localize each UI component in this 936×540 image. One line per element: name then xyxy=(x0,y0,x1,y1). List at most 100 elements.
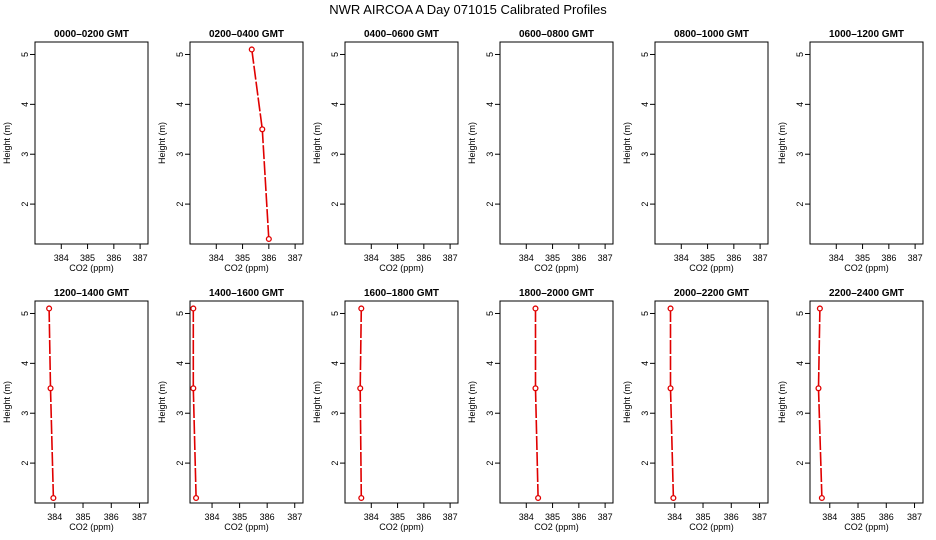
x-tick-label: 384 xyxy=(47,512,62,522)
y-tick-label: 5 xyxy=(485,311,495,316)
data-point xyxy=(358,305,365,312)
x-tick-label: 384 xyxy=(674,253,689,263)
panel-6: 1000–1200 GMT 384 385 386 387 2 3 4 5 CO2 (ppm) He… xyxy=(777,29,924,273)
series-line xyxy=(817,308,823,499)
x-tick-label: 384 xyxy=(364,253,379,263)
panel-10: 1800–2000 GMT 384 385 386 387 2 3 4 5 CO2 (ppm) He… xyxy=(467,288,614,532)
x-tick-label: 386 xyxy=(881,253,896,263)
data-point xyxy=(816,47,821,52)
y-tick-label: 5 xyxy=(20,311,30,316)
x-tick-label: 385 xyxy=(545,512,560,522)
data-point xyxy=(670,494,677,502)
x-tick-label: 384 xyxy=(205,512,220,522)
data-point xyxy=(248,46,255,53)
data-point xyxy=(816,127,821,132)
y-tick-label: 4 xyxy=(20,102,30,107)
x-tick-label: 384 xyxy=(209,253,224,263)
series-line xyxy=(534,308,539,499)
y-tick-label: 2 xyxy=(485,461,495,466)
panel-title: 0800–1000 GMT xyxy=(674,29,749,40)
y-tick-label: 3 xyxy=(485,411,495,416)
data-point xyxy=(532,385,539,392)
x-axis-label: CO2 (ppm) xyxy=(689,522,734,532)
x-axis-label: CO2 (ppm) xyxy=(69,522,114,532)
plot-frame xyxy=(34,300,149,504)
data-point xyxy=(265,235,272,243)
series-line xyxy=(359,308,363,499)
panel-7: 1200–1400 GMT 384 385 386 387 2 3 4 5 CO2 (ppm) He… xyxy=(2,288,149,532)
x-axis-label: CO2 (ppm) xyxy=(224,522,269,532)
y-tick-label: 4 xyxy=(485,102,495,107)
data-point xyxy=(47,385,54,392)
series-line xyxy=(818,50,822,240)
y-tick-label: 3 xyxy=(640,411,650,416)
x-axis-label: CO2 (ppm) xyxy=(844,263,889,273)
x-tick-label: 384 xyxy=(519,512,534,522)
data-layer xyxy=(646,47,659,241)
x-tick-label: 385 xyxy=(855,253,870,263)
x-tick-label: 386 xyxy=(416,512,431,522)
panel-12: 2200–2400 GMT 384 385 386 387 2 3 4 5 CO2 (ppm) He… xyxy=(777,288,924,532)
plot-frame xyxy=(344,300,459,504)
x-tick-label: 386 xyxy=(571,512,586,522)
panel-1: 0000–0200 GMT 384 385 386 387 2 3 4 5 CO2 (ppm) He… xyxy=(2,29,408,273)
x-tick-label: 384 xyxy=(829,253,844,263)
x-tick-label: 386 xyxy=(724,512,739,522)
data-point xyxy=(647,127,652,132)
y-axis-label: Height (m) xyxy=(622,381,632,423)
plot-frame xyxy=(189,41,304,245)
panel-8: 1400–1600 GMT 384 385 386 387 2 3 4 5 CO2 (ppm) He… xyxy=(157,288,304,532)
x-tick-label: 386 xyxy=(104,512,119,522)
y-tick-label: 3 xyxy=(330,152,340,157)
data-point xyxy=(820,237,825,242)
series-line xyxy=(48,308,55,499)
data-point xyxy=(818,494,825,502)
data-point xyxy=(815,385,822,392)
x-tick-label: 384 xyxy=(364,512,379,522)
x-axis-label: CO2 (ppm) xyxy=(224,263,269,273)
data-point xyxy=(403,237,408,242)
plot-frame xyxy=(499,41,614,245)
y-tick-label: 5 xyxy=(795,52,805,57)
data-layer xyxy=(248,46,272,243)
x-tick-label: 384 xyxy=(519,253,534,263)
panel-title: 1800–2000 GMT xyxy=(519,288,594,299)
y-tick-label: 3 xyxy=(20,152,30,157)
panel-title: 0200–0400 GMT xyxy=(209,29,284,40)
panel-title: 1000–1200 GMT xyxy=(829,29,904,40)
y-tick-label: 5 xyxy=(330,311,340,316)
y-tick-label: 5 xyxy=(640,52,650,57)
x-tick-label: 387 xyxy=(752,512,767,522)
panel-title: 0400–0600 GMT xyxy=(364,29,439,40)
y-tick-label: 4 xyxy=(175,102,185,107)
data-point xyxy=(385,47,390,52)
x-tick-label: 387 xyxy=(908,253,923,263)
y-tick-label: 2 xyxy=(485,202,495,207)
y-tick-label: 5 xyxy=(175,52,185,57)
panel-4: 0600–0800 GMT 384 385 386 387 2 3 4 5 CO2 (ppm) He… xyxy=(467,29,825,273)
y-axis-label: Height (m) xyxy=(467,122,477,164)
series-line xyxy=(251,49,270,240)
plot-frame xyxy=(809,300,924,504)
y-axis-label: Height (m) xyxy=(157,122,167,164)
x-axis-label: CO2 (ppm) xyxy=(844,522,889,532)
data-point xyxy=(259,126,266,133)
x-axis-label: CO2 (ppm) xyxy=(534,522,579,532)
series-line xyxy=(669,308,675,499)
data-layer xyxy=(815,305,825,502)
y-tick-label: 5 xyxy=(640,311,650,316)
x-axis-label: CO2 (ppm) xyxy=(689,263,734,273)
data-point xyxy=(193,494,200,502)
y-tick-label: 3 xyxy=(175,152,185,157)
plot-frame xyxy=(34,41,149,245)
y-axis-label: Height (m) xyxy=(312,122,322,164)
data-point xyxy=(532,305,539,312)
y-axis-label: Height (m) xyxy=(312,381,322,423)
y-tick-label: 3 xyxy=(795,411,805,416)
y-tick-label: 4 xyxy=(640,361,650,366)
x-tick-label: 385 xyxy=(390,512,405,522)
x-tick-label: 386 xyxy=(416,253,431,263)
y-tick-label: 2 xyxy=(640,461,650,466)
x-axis-label: CO2 (ppm) xyxy=(69,263,114,273)
